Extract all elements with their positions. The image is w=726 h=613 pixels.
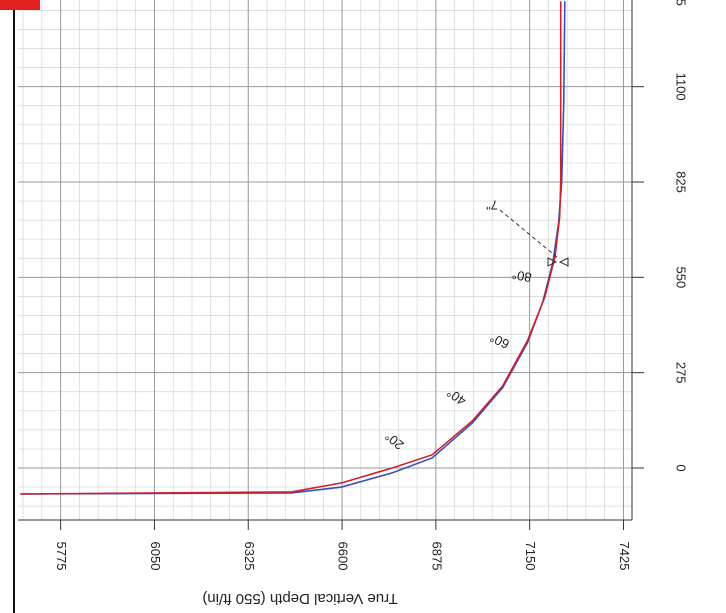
x-tick-label: 7425 <box>617 542 632 571</box>
casing-shoe <box>558 257 569 267</box>
inclination-label: 60° <box>487 330 511 352</box>
y-tick-label: 1375 <box>674 0 689 6</box>
corner-marker <box>0 0 40 10</box>
y-tick-label: 275 <box>674 362 689 384</box>
inclination-label: 40° <box>444 385 469 409</box>
x-tick-label: 6875 <box>429 542 444 571</box>
y-tick-label: 0 <box>674 464 689 471</box>
x-tick-label: 6325 <box>242 542 257 571</box>
x-tick-label: 7150 <box>523 542 538 571</box>
grid <box>18 0 632 520</box>
x-tick-label: 6600 <box>336 542 351 571</box>
casing-leader <box>499 209 559 259</box>
well-path <box>20 1 562 495</box>
well-path <box>20 1 566 495</box>
casing-label: 7" <box>486 198 498 213</box>
annotations: 20° 40° 60° 80° 7" <box>382 198 569 453</box>
lines <box>20 1 566 495</box>
y-tick-label: 825 <box>674 171 689 193</box>
inclination-label: 80° <box>511 267 533 285</box>
axes: 5775 6050 6325 6600 6875 7150 7425 0 275 550 825 11… <box>0 0 689 613</box>
y-tick-label: 1100 <box>674 73 689 101</box>
x-tick-label: 6050 <box>148 542 163 571</box>
x-tick-label: 5775 <box>54 542 69 571</box>
y-tick-label: 550 <box>674 266 689 288</box>
casing-shoe <box>547 257 558 267</box>
x-axis-title: True Vertical Depth (550 ft/in) <box>202 590 397 607</box>
